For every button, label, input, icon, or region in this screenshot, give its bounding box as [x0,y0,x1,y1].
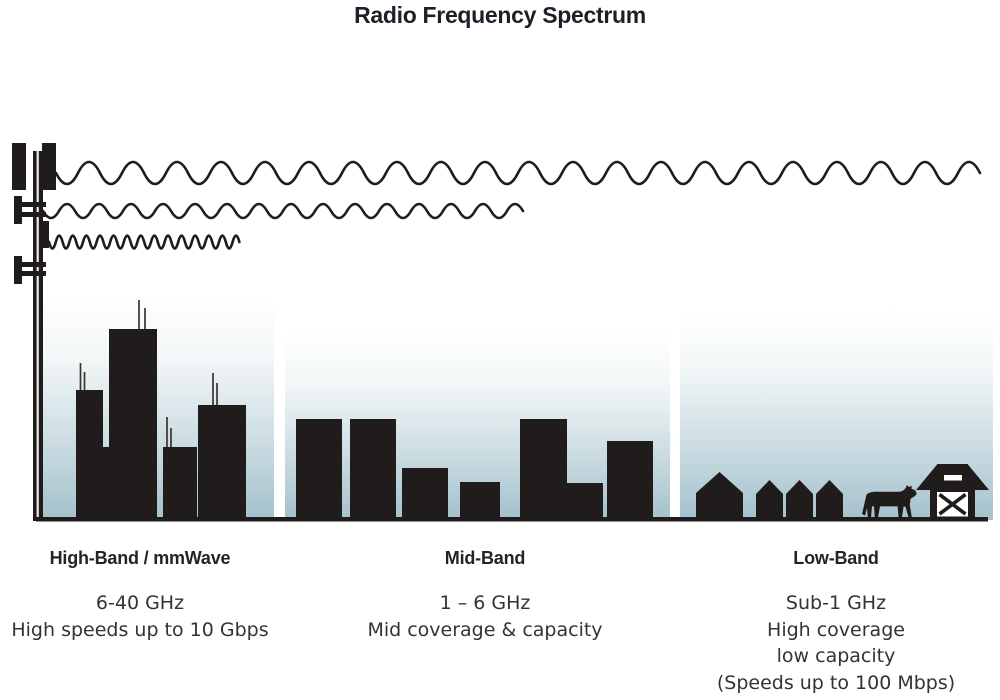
band-desc-line: low capacity [776,645,896,667]
band-desc-line: 6-40 GHz [95,592,185,614]
cell-tower-icon [12,143,56,521]
high-band-city-skyline [76,300,246,520]
band-desc-line: (Speeds up to 100 Mbps) [716,671,956,694]
house-icon [696,472,743,520]
mid-band-town-skyline [296,419,653,520]
band-label-mid: Mid-Band [444,548,526,568]
band-desc-line: High speeds up to 10 Gbps [11,618,269,641]
barn-icon [916,464,989,519]
house-icon [786,480,813,520]
mid-band-wave-icon [41,202,525,220]
spectrum-illustration [12,143,993,522]
low-band-rural-scene [696,464,989,520]
page-title: Radio Frequency Spectrum [354,2,646,28]
ground-line [36,517,988,522]
band-caption-low: Low-Band Sub-1 GHz High coverage low cap… [696,548,976,696]
band-desc-line: Mid coverage & capacity [367,618,603,641]
high-band-wave-icon [47,234,241,250]
band-label-high: High-Band / mmWave [49,548,231,568]
house-icon [756,480,783,520]
house-icon [816,480,843,520]
band-desc-line: 1 – 6 GHz [439,592,531,614]
band-desc-line: Sub-1 GHz [785,592,887,614]
band-caption-high: High-Band / mmWave 6-40 GHz High speeds … [0,548,280,643]
low-band-wave-icon [54,160,982,186]
cow-icon [862,485,917,518]
band-desc-line: High coverage [767,618,905,641]
band-caption-mid: Mid-Band 1 – 6 GHz Mid coverage & capaci… [345,548,625,643]
band-label-low: Low-Band [793,548,879,568]
